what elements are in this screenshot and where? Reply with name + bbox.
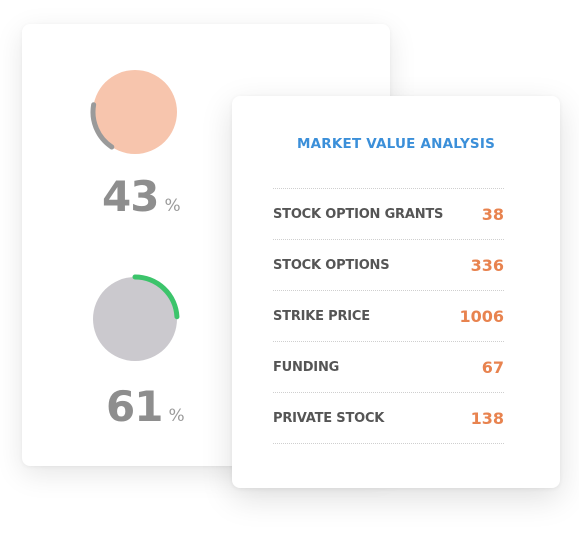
gauge-1-readout: 43% [102,172,181,221]
gauge-2-fill [93,277,177,361]
market-value-card: MARKET VALUE ANALYSIS STOCK OPTION GRANT… [232,96,560,488]
row-value: 138 [470,408,504,428]
gauge-2-value: 61 [106,382,163,431]
gauge-2-unit: % [168,406,184,426]
row-value: 336 [470,255,504,275]
gauge-2 [89,273,181,365]
gauge-1-fill [93,70,177,154]
gauge-1-value: 43 [102,172,159,221]
gauge-2-progress-arc [132,274,180,320]
list-item: STOCK OPTIONS 336 [273,240,504,291]
list-item: PRIVATE STOCK 138 [273,393,504,444]
row-label: STOCK OPTIONS [273,257,390,273]
list-item: STOCK OPTION GRANTS 38 [273,189,504,240]
gauge-1-progress-arc [90,102,115,150]
gauge-1-unit: % [164,196,180,216]
list-item: FUNDING 67 [273,342,504,393]
gauge-2-readout: 61% [106,382,185,431]
row-label: PRIVATE STOCK [273,410,385,426]
row-value: 1006 [459,306,504,326]
analysis-list: STOCK OPTION GRANTS 38 STOCK OPTIONS 336… [273,188,504,444]
row-value: 67 [481,357,504,377]
row-value: 38 [481,204,504,224]
row-label: STOCK OPTION GRANTS [273,206,444,222]
gauge-1-chart [90,70,177,154]
row-label: FUNDING [273,359,340,375]
gauge-2-chart [93,274,180,361]
panel-title: MARKET VALUE ANALYSIS [297,136,495,152]
row-label: STRIKE PRICE [273,308,370,324]
list-item: STRIKE PRICE 1006 [273,291,504,342]
gauge-1 [89,66,181,158]
